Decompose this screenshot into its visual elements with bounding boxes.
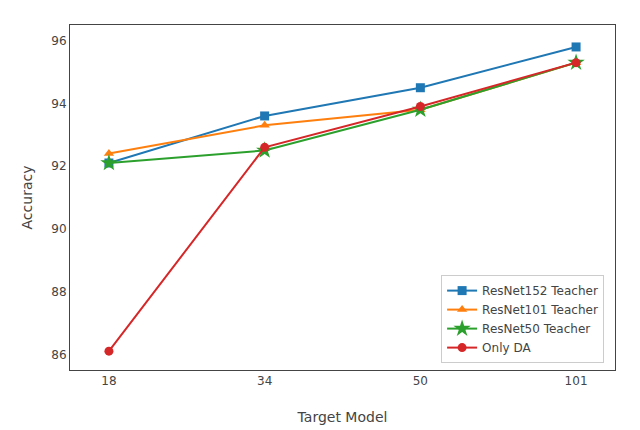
svg-text:90: 90 bbox=[51, 222, 66, 236]
svg-text:ResNet152 Teacher: ResNet152 Teacher bbox=[482, 284, 598, 298]
svg-text:50: 50 bbox=[413, 374, 428, 388]
svg-text:Target Model: Target Model bbox=[297, 409, 388, 425]
svg-text:ResNet101 Teacher: ResNet101 Teacher bbox=[482, 303, 598, 317]
svg-text:86: 86 bbox=[51, 348, 66, 362]
svg-text:88: 88 bbox=[51, 285, 66, 299]
svg-text:34: 34 bbox=[257, 374, 272, 388]
svg-text:96: 96 bbox=[51, 34, 66, 48]
svg-text:Only DA: Only DA bbox=[482, 341, 531, 355]
svg-text:18: 18 bbox=[101, 374, 116, 388]
svg-text:94: 94 bbox=[51, 97, 66, 111]
svg-text:ResNet50 Teacher: ResNet50 Teacher bbox=[482, 322, 590, 336]
svg-text:92: 92 bbox=[51, 159, 66, 173]
svg-text:101: 101 bbox=[565, 374, 588, 388]
svg-text:Accuracy: Accuracy bbox=[19, 166, 35, 230]
